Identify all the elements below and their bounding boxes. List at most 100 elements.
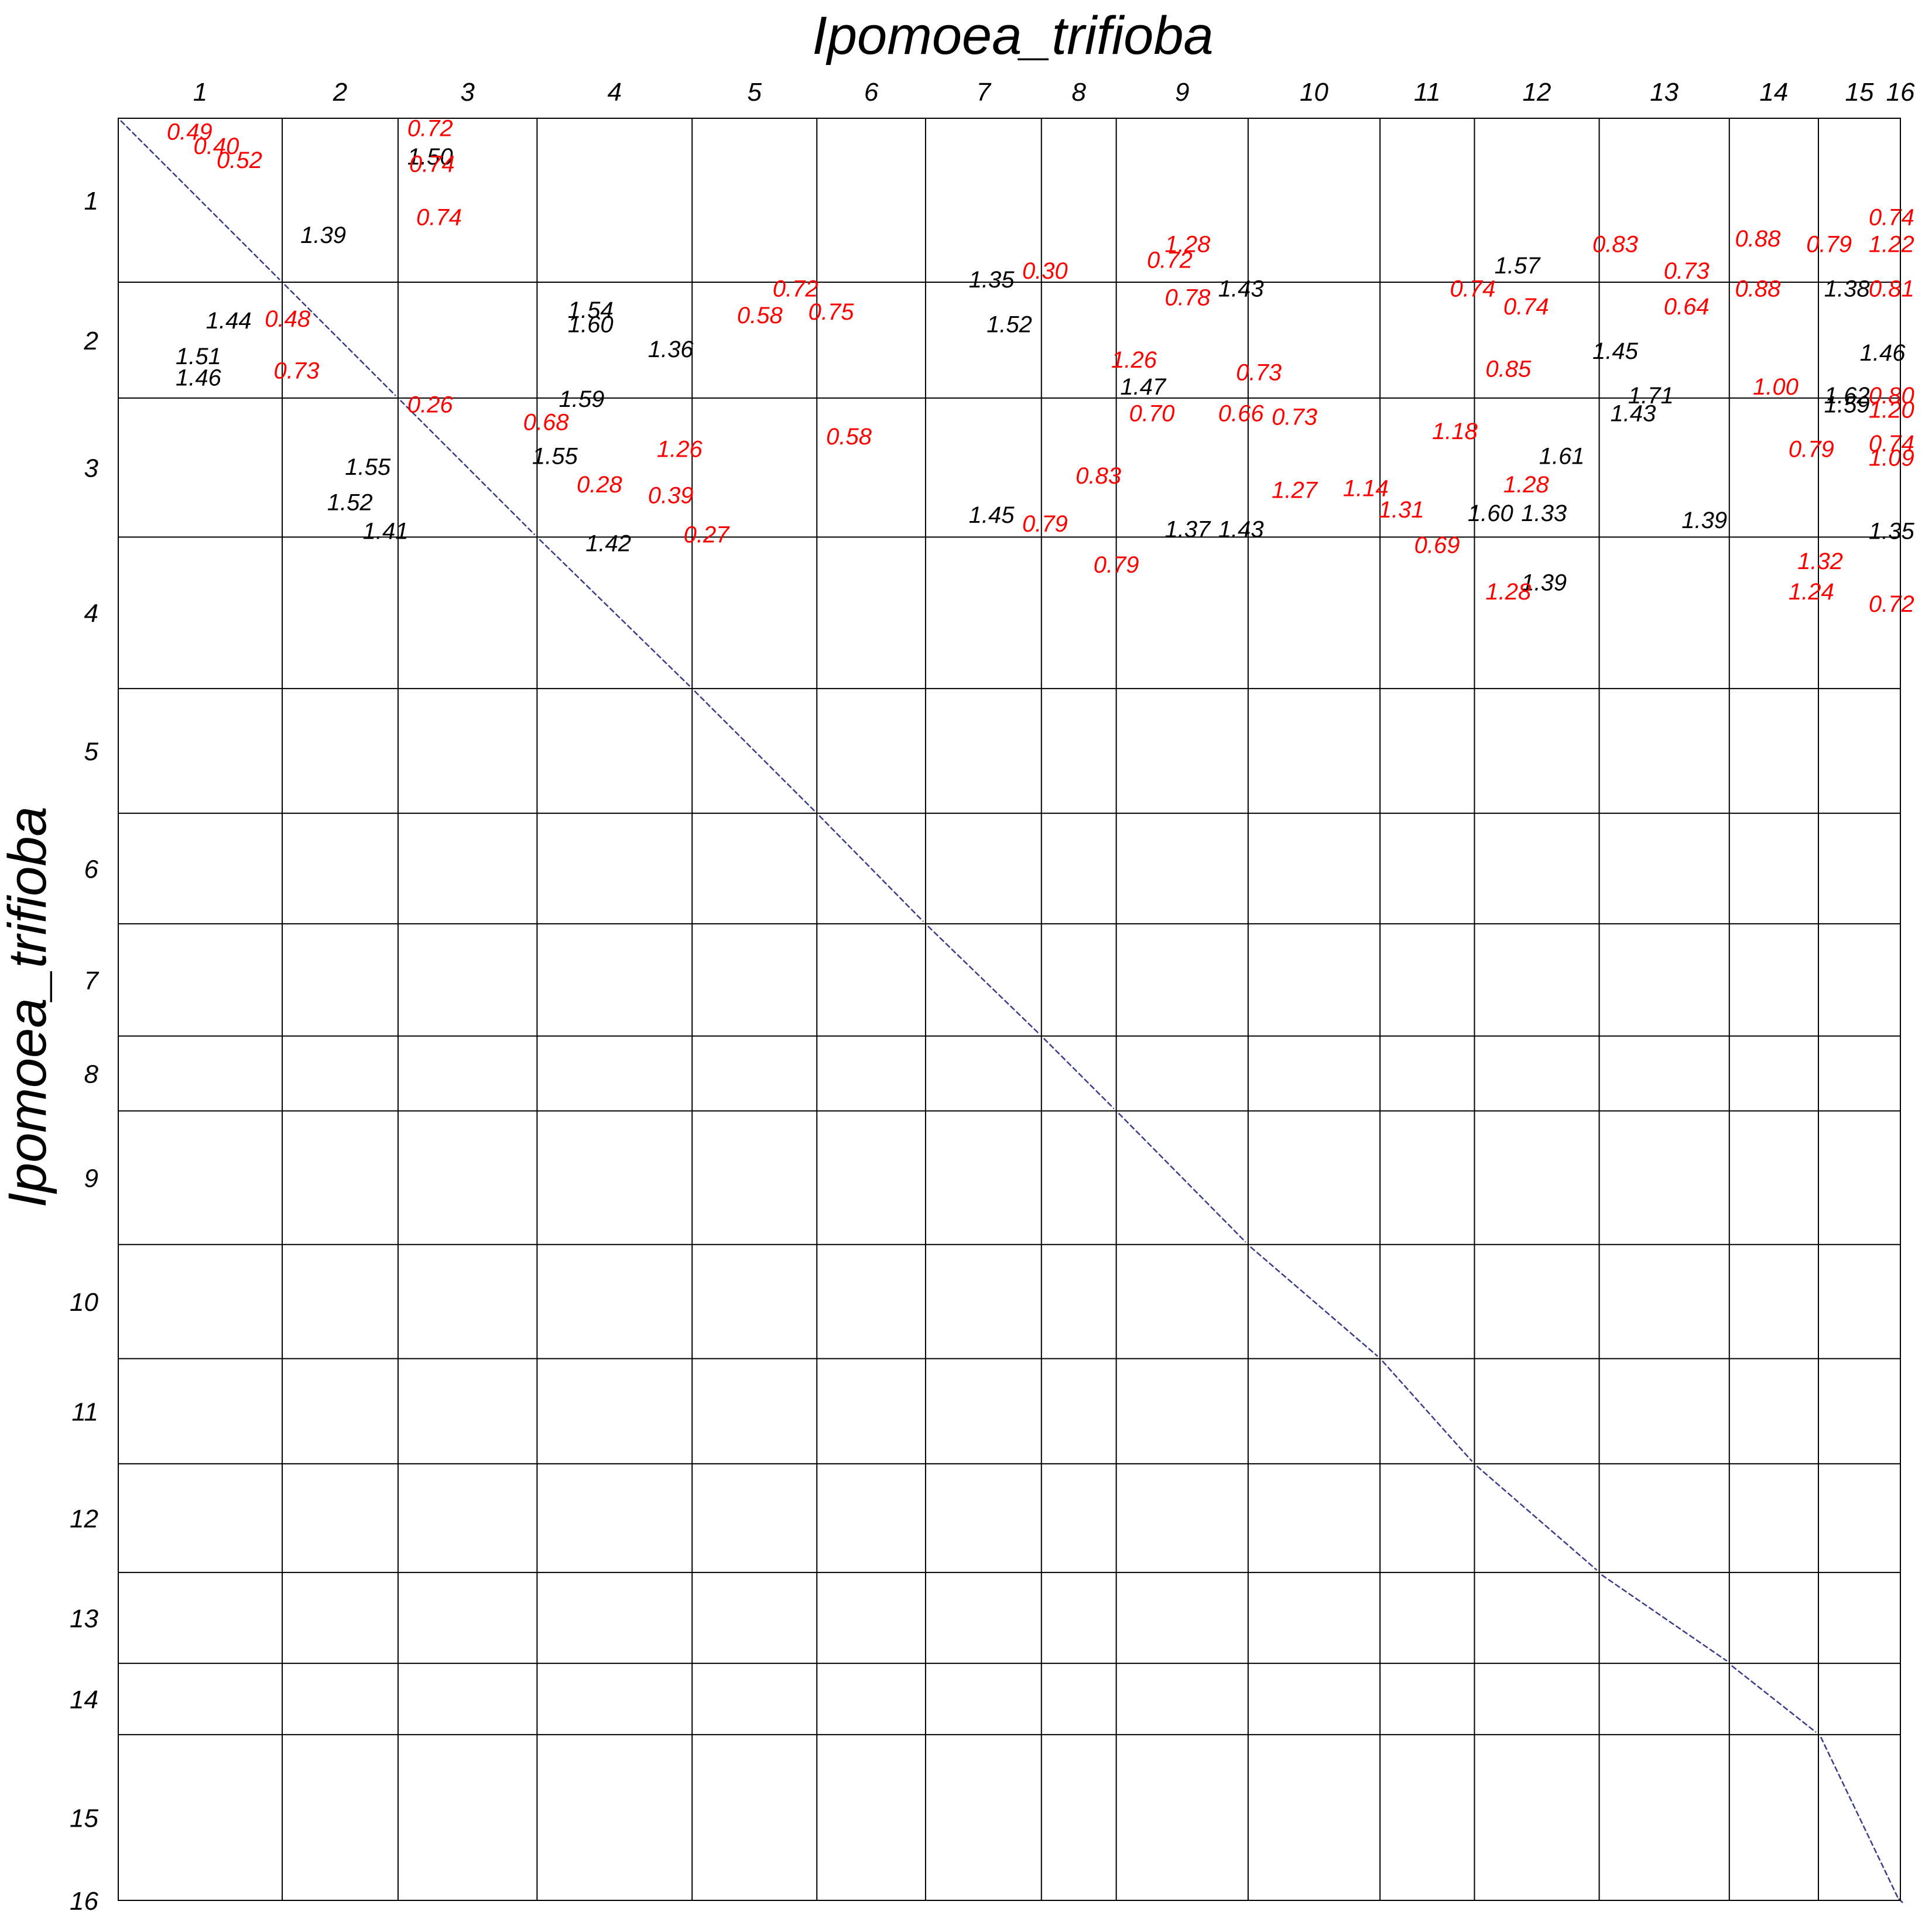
x-tick-label: 12 [1523,78,1551,107]
ks-value-label: 1.09 [1869,446,1914,471]
ks-value-label: 1.35 [969,267,1015,293]
ks-value-label: 0.73 [1272,405,1317,430]
x-tick-labels: 1 2 3 4 5 6 7 8 9 10 11 12 13 14 15 16 [193,78,1915,107]
x-tick-label: 1 [193,78,207,107]
ks-value-label: 0.28 [577,472,623,498]
ks-value-label: 0.81 [1869,276,1914,302]
x-tick-label: 10 [1300,78,1328,107]
ks-value-label: 1.55 [345,454,391,480]
ks-value-label: 1.39 [1521,570,1567,596]
ks-value-label: 1.27 [1272,477,1318,503]
ks-value-label: 0.83 [1075,463,1121,489]
ks-value-label: 1.43 [1610,400,1656,426]
synteny-diagonal-segment [694,690,816,812]
x-tick-label: 13 [1650,78,1678,107]
synteny-diagonal-segment [1250,1246,1378,1357]
ks-value-label: 1.59 [1824,392,1870,417]
ks-value-label: 0.68 [523,410,570,436]
ks-value-label: 1.39 [1681,508,1727,533]
ks-value-label: 0.69 [1414,533,1460,559]
self-synteny-diagonal [120,120,1903,1903]
ks-value-label: 0.79 [1806,231,1852,257]
ks-value-label: 1.44 [206,308,252,334]
ks-value-label: 1.28 [1503,472,1550,498]
y-tick-label: 13 [70,1605,98,1633]
ks-value-label: 1.50 [407,144,453,170]
ks-value-label: 0.49 [167,119,213,145]
ks-value-label: 1.42 [585,531,631,557]
ks-value-label: 0.66 [1218,400,1265,426]
ks-value-label: 1.46 [1860,340,1906,366]
y-tick-label: 5 [84,738,99,766]
ks-value-label: 0.72 [1147,248,1193,273]
ks-value-label: 1.22 [1869,231,1914,257]
y-tick-label: 16 [70,1887,98,1916]
ks-value-label: 0.88 [1735,276,1782,302]
y-tick-label: 12 [70,1505,98,1533]
ks-value-label: 1.59 [559,386,605,412]
x-tick-label: 15 [1845,78,1874,107]
ks-value-label: 1.32 [1797,549,1843,574]
y-tick-label: 4 [84,600,98,628]
synteny-diagonal-segment [539,539,691,687]
x-tick-label: 14 [1759,78,1788,107]
x-tick-label: 8 [1071,78,1086,107]
y-axis-label: Ipomoea_trifioba [0,806,57,1207]
ks-value-label: 1.36 [648,337,694,362]
ks-value-label: 0.78 [1164,285,1211,311]
chromosome-grid [118,118,1901,1901]
ks-value-label: 0.83 [1592,231,1638,257]
ks-value-label: 1.57 [1495,253,1542,279]
x-tick-label: 7 [977,78,992,107]
synteny-diagonal-segment [1043,1037,1115,1109]
y-tick-label: 3 [84,454,99,483]
ks-value-label: 0.74 [1450,276,1496,302]
x-tick-label: 4 [608,78,622,107]
y-tick-label: 2 [84,327,98,355]
ks-value-label: 1.43 [1218,276,1264,302]
ks-value-label: 1.55 [532,444,578,470]
ks-value-label: 1.71 [1628,383,1674,409]
ks-value-label: 1.28 [1164,231,1211,257]
synteny-diagonal-segment [1820,1736,1899,1899]
ks-value-label: 1.47 [1120,374,1167,400]
ks-value-label: 1.54 [568,297,614,323]
ks-value-label: 1.60 [1468,501,1513,526]
synteny-diagonal-segment [1601,1574,1728,1662]
ks-value-label: 0.73 [1664,258,1710,284]
ks-value-label: 1.45 [1592,338,1639,364]
ks-value-label: 0.79 [1094,552,1139,578]
y-tick-label: 14 [70,1686,98,1714]
ks-value-label: 0.85 [1485,356,1532,382]
ks-value-label: 1.28 [1485,579,1532,605]
y-tick-label: 15 [70,1804,98,1832]
ks-value-label: 1.52 [986,311,1032,337]
ks-value-label: 1.51 [176,344,221,369]
ks-value-label: 0.30 [1022,258,1068,284]
y-tick-label: 7 [84,967,100,995]
x-tick-label: 11 [1414,78,1441,107]
ks-value-label: 1.46 [176,365,222,391]
ks-value-label: 1.39 [300,222,346,248]
x-tick-label: 16 [1886,78,1915,107]
ks-value-label: 1.26 [657,436,703,462]
ks-value-label: 0.73 [1236,359,1282,385]
x-tick-label: 5 [747,78,762,107]
ks-value-label: 0.58 [737,303,783,328]
ks-value-label: 0.74 [1503,294,1549,320]
ks-value-label: 1.45 [969,502,1015,528]
ks-value-label: 1.60 [568,311,614,337]
synteny-diagonal-segment [818,815,924,922]
ks-value-label: 1.24 [1789,579,1834,605]
x-tick-label: 3 [460,78,475,107]
ks-value-label: 1.20 [1869,397,1914,423]
ks-value-label: 0.72 [407,115,453,141]
synteny-diagonal-segment [400,400,536,536]
ks-value-label: 0.27 [684,522,731,547]
synteny-diagonal-segment [927,925,1040,1034]
ks-value-label: 0.73 [273,358,319,383]
synteny-diagonal-segment [1731,1665,1817,1733]
ks-value-label: 0.72 [773,276,818,302]
